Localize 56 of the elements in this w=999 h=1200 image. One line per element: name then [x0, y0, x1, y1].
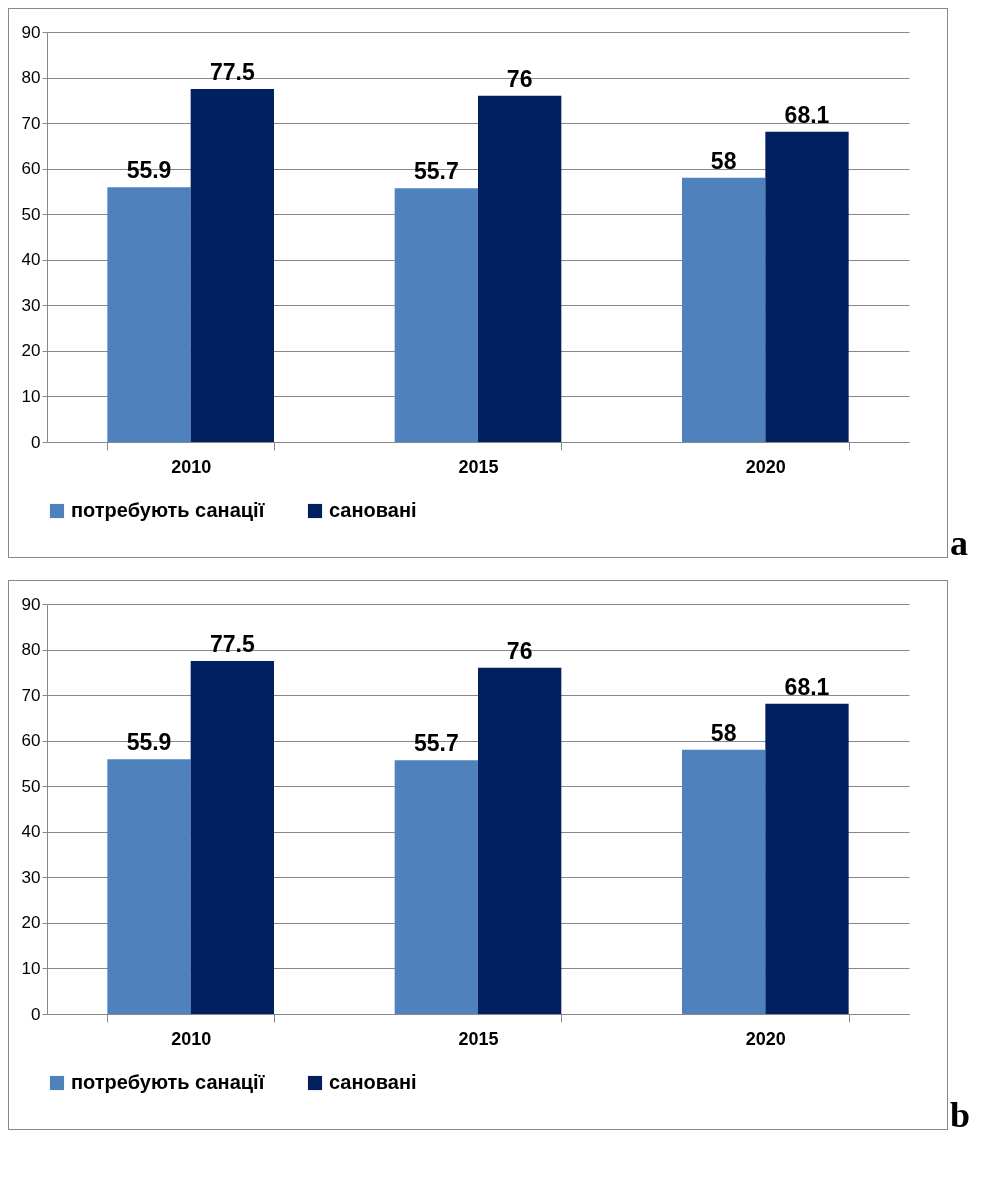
data-label: 58 — [710, 147, 737, 174]
y-tick-label: 70 — [21, 685, 41, 705]
data-label: 55.7 — [413, 158, 459, 185]
bar — [394, 188, 478, 442]
y-tick-label: 90 — [21, 594, 41, 614]
y-tick-label: 40 — [21, 250, 41, 270]
bar — [478, 667, 562, 1014]
y-tick-label: 30 — [21, 295, 41, 315]
y-tick-label: 10 — [21, 958, 41, 978]
data-label: 76 — [506, 65, 533, 92]
y-tick-label: 30 — [21, 867, 41, 887]
bar — [682, 177, 766, 442]
data-label: 55.7 — [413, 730, 459, 757]
y-tick-label: 40 — [21, 822, 41, 842]
y-tick-label: 0 — [31, 432, 41, 452]
x-tick-label: 2015 — [458, 1028, 499, 1049]
data-label: 58 — [710, 719, 737, 746]
data-label: 77.5 — [209, 630, 255, 657]
legend-label: сановані — [329, 1071, 417, 1093]
legend-label: потребують санації — [71, 499, 265, 521]
bar — [478, 95, 562, 442]
y-tick-label: 20 — [21, 341, 41, 361]
data-label: 68.1 — [784, 673, 830, 700]
x-tick-label: 2010 — [171, 456, 212, 477]
y-tick-label: 0 — [31, 1004, 41, 1024]
data-label: 76 — [506, 637, 533, 664]
x-tick-label: 2010 — [171, 1028, 212, 1049]
y-tick-label: 70 — [21, 113, 41, 133]
y-tick-label: 60 — [21, 731, 41, 751]
bar — [107, 187, 191, 442]
data-label: 55.9 — [126, 729, 172, 756]
bar — [682, 749, 766, 1014]
data-label: 77.5 — [209, 58, 255, 85]
y-tick-label: 10 — [21, 386, 41, 406]
text: b — [950, 1095, 971, 1135]
y-tick-label: 20 — [21, 913, 41, 933]
bar — [190, 88, 274, 442]
y-tick-label: 80 — [21, 68, 41, 88]
x-tick-label: 2015 — [458, 456, 499, 477]
y-tick-label: 60 — [21, 159, 41, 179]
bar — [394, 760, 478, 1014]
x-tick-label: 2020 — [745, 1028, 786, 1049]
data-label: 68.1 — [784, 101, 830, 128]
text: a — [950, 523, 968, 563]
y-tick-label: 80 — [21, 640, 41, 660]
data-label: 55.9 — [126, 157, 172, 184]
y-tick-label: 50 — [21, 204, 41, 224]
legend-label: потребують санації — [71, 1071, 265, 1093]
bar — [107, 759, 191, 1014]
bar — [765, 703, 849, 1014]
y-tick-label: 90 — [21, 22, 41, 42]
bar — [765, 131, 849, 442]
legend-label: сановані — [329, 499, 417, 521]
x-tick-label: 2020 — [745, 456, 786, 477]
bar — [190, 660, 274, 1014]
y-tick-label: 50 — [21, 776, 41, 796]
